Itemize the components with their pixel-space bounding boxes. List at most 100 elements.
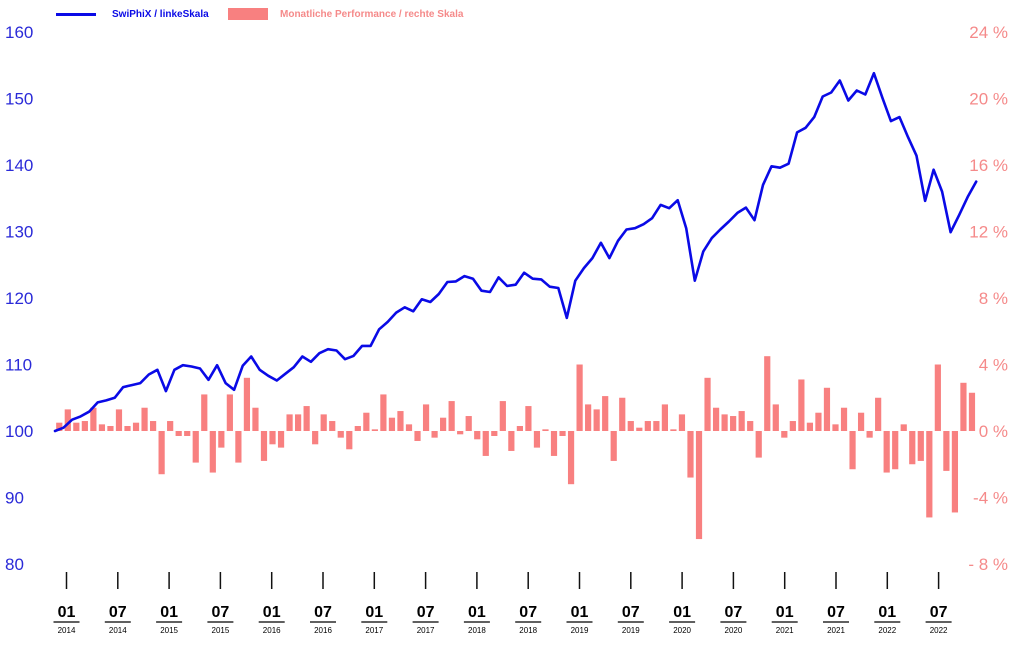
monthly-performance-bar	[158, 431, 165, 475]
x-tick-year: 2021	[827, 626, 845, 635]
legend-bar-label: Monatliche Performance / rechte Skala	[280, 8, 464, 20]
legend-bar: Monatliche Performance / rechte Skala	[228, 6, 463, 22]
monthly-performance-bar	[431, 431, 438, 438]
monthly-performance-bar	[559, 431, 566, 436]
right-tick-label: 12 %	[969, 223, 1008, 242]
left-tick-label: 100	[5, 422, 33, 441]
x-tick-year: 2019	[622, 626, 640, 635]
monthly-performance-bar	[772, 404, 779, 431]
monthly-performance-bar	[636, 427, 643, 431]
x-tick-year: 2020	[725, 626, 743, 635]
monthly-performance-bar	[883, 431, 890, 473]
monthly-performance-bar	[448, 401, 455, 431]
x-tick-year: 2022	[878, 626, 896, 635]
legend-bar-swatch	[228, 8, 268, 20]
monthly-performance-bar	[627, 421, 634, 431]
monthly-performance-bar	[934, 364, 941, 431]
swiphix-line	[53, 71, 978, 433]
monthly-performance-bar	[286, 414, 293, 431]
x-tick-year: 2017	[365, 626, 383, 635]
x-tick-month: 07	[109, 604, 127, 621]
x-tick-month: 01	[160, 604, 178, 621]
monthly-performance-bar	[798, 379, 805, 431]
monthly-performance-bar	[593, 409, 600, 431]
monthly-performance-bar	[849, 431, 856, 470]
monthly-performance-bar	[440, 417, 447, 431]
monthly-performance-bar	[764, 356, 771, 431]
monthly-performance-bar	[73, 422, 80, 431]
legend-line-label: SwiPhiX / linkeSkala	[112, 8, 209, 20]
right-tick-label: 20 %	[969, 90, 1008, 109]
monthly-performance-bar	[303, 406, 310, 431]
monthly-performance-bar	[192, 431, 199, 463]
right-tick-label: 16 %	[969, 156, 1008, 175]
monthly-performance-bar	[64, 409, 71, 431]
right-tick-label: 8 %	[979, 289, 1008, 308]
right-tick-label: 24 %	[969, 23, 1008, 42]
monthly-performance-bar	[678, 414, 686, 431]
monthly-performance-bar	[243, 377, 251, 431]
monthly-performance-bar	[320, 414, 327, 431]
monthly-performance-bar	[405, 424, 413, 431]
monthly-performance-bar	[619, 397, 626, 431]
monthly-performance-bar	[277, 431, 285, 448]
monthly-performance-bar	[491, 431, 498, 436]
monthly-performance-bar	[115, 409, 123, 431]
x-tick-year: 2015	[160, 626, 178, 635]
monthly-performance-bar	[781, 431, 788, 438]
monthly-performance-bar	[167, 421, 174, 431]
x-tick-month: 07	[417, 604, 435, 621]
monthly-performance-bar	[960, 382, 967, 431]
monthly-performance-bar	[141, 407, 148, 431]
left-axis: 80 90 100 110 120 130 140 150 160	[5, 23, 33, 574]
left-tick-label: 80	[5, 555, 24, 574]
right-axis: - 8 % -4 % 0 % 4 % 8 % 12 % 16 % 20 % 24 %	[968, 23, 1008, 574]
line-series	[53, 71, 978, 433]
monthly-performance-bar	[567, 431, 575, 485]
x-tick-year: 2016	[314, 626, 332, 635]
x-tick-month: 07	[622, 604, 640, 621]
x-tick-year: 2017	[417, 626, 435, 635]
x-tick-year: 2022	[930, 626, 948, 635]
monthly-performance-bar	[209, 431, 216, 473]
legend-line-swatch	[56, 12, 96, 16]
x-tick-year: 2018	[519, 626, 537, 635]
monthly-performance-bar	[704, 377, 711, 431]
monthly-performance-bar	[747, 421, 754, 431]
x-tick-year: 2014	[58, 626, 76, 635]
monthly-performance-bar	[482, 431, 489, 456]
monthly-performance-bar	[542, 429, 549, 431]
left-tick-label: 110	[5, 356, 32, 375]
monthly-performance-bar	[695, 431, 703, 540]
x-tick-month: 01	[263, 604, 281, 621]
monthly-performance-bar	[149, 421, 157, 431]
monthly-performance-bar	[329, 421, 336, 431]
monthly-performance-bar	[670, 429, 677, 431]
monthly-performance-bar	[218, 431, 225, 448]
x-tick-month: 01	[365, 604, 383, 621]
monthly-performance-bar	[98, 424, 106, 431]
monthly-performance-bar	[840, 407, 848, 431]
x-tick-year: 2015	[212, 626, 230, 635]
monthly-performance-bar	[943, 431, 950, 471]
monthly-performance-bar	[474, 431, 481, 440]
monthly-performance-bar	[422, 404, 430, 431]
monthly-performance-bar	[909, 431, 916, 465]
monthly-performance-bar	[499, 401, 506, 431]
monthly-performance-bar	[175, 431, 182, 436]
x-tick-month: 07	[212, 604, 230, 621]
monthly-performance-bar	[755, 431, 762, 458]
monthly-performance-bar	[712, 407, 720, 431]
monthly-performance-bar	[132, 422, 140, 431]
monthly-performance-bar	[363, 412, 370, 431]
monthly-performance-bar	[56, 422, 63, 431]
monthly-performance-bar	[226, 394, 233, 431]
monthly-performance-bar	[516, 426, 523, 431]
bar-series	[56, 356, 976, 540]
x-tick-year: 2018	[468, 626, 486, 635]
left-tick-label: 140	[5, 156, 33, 175]
monthly-performance-bar	[721, 414, 728, 431]
x-tick-month: 07	[930, 604, 948, 621]
right-tick-label: -4 %	[973, 489, 1008, 508]
